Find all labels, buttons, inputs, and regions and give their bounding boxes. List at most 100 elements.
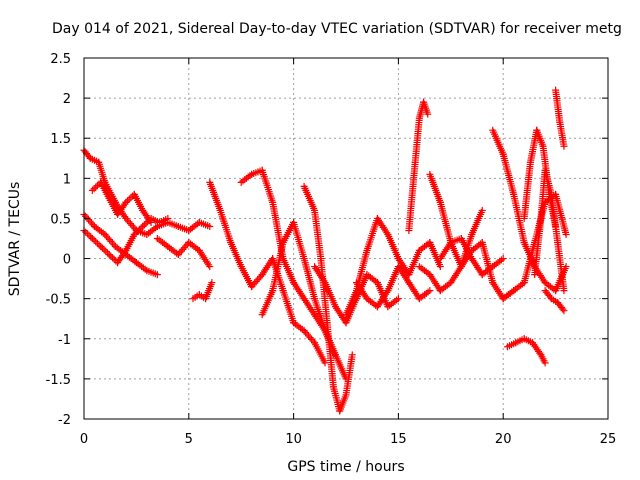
data-point (348, 351, 356, 359)
data-point (95, 241, 103, 249)
data-point (98, 244, 106, 252)
data-point (102, 232, 110, 240)
series-trace-10 (300, 182, 356, 415)
y-tick-label: -0.5 (46, 293, 71, 308)
series-trace-13 (352, 263, 434, 311)
data-point (107, 252, 115, 260)
data-point (110, 241, 118, 249)
data-point (174, 251, 182, 259)
x-tick-label: 0 (80, 432, 88, 447)
data-point (560, 307, 568, 315)
series-trace-6 (189, 279, 216, 303)
data-point (107, 237, 115, 245)
data-point (83, 214, 91, 222)
data-point (560, 287, 568, 295)
data-point (84, 216, 92, 224)
data-point (92, 183, 100, 191)
chart-title: Day 014 of 2021, Sidereal Day-to-day VTE… (52, 21, 622, 37)
data-point (83, 230, 91, 238)
data-point (306, 334, 314, 342)
data-point (179, 245, 187, 253)
data-point (122, 198, 130, 206)
data-point (164, 214, 172, 222)
data-point (308, 335, 316, 343)
data-point (132, 229, 140, 237)
series-trace-20 (503, 335, 549, 367)
data-point (135, 226, 143, 234)
axis-ticks: 0 5 10 15 20 25 -2 -1.5 -1 -0.5 0 0.5 1 1.5 2 2.5 (46, 52, 617, 447)
data-point (176, 249, 184, 257)
series-trace-4 (88, 178, 155, 226)
data-point (249, 281, 257, 289)
data-point (139, 222, 147, 230)
data-point (394, 295, 402, 303)
data-point (560, 142, 568, 150)
data-point (104, 234, 112, 242)
x-tick-label: 15 (390, 432, 407, 447)
data-point (86, 217, 94, 225)
data-point (122, 214, 130, 222)
data-point (127, 194, 135, 202)
data-point (121, 248, 129, 256)
data-point (536, 349, 544, 357)
data-point (177, 247, 185, 255)
data-point (85, 231, 93, 239)
data-points (80, 86, 570, 415)
data-point (426, 287, 434, 295)
x-tick-label: 25 (600, 432, 617, 447)
data-point (102, 247, 110, 255)
y-tick-label: 1 (63, 172, 71, 187)
series-trace-12 (342, 214, 444, 319)
data-point (206, 222, 214, 230)
data-point (257, 272, 265, 280)
data-point (90, 185, 98, 193)
data-point (206, 263, 214, 271)
y-tick-label: 0.5 (50, 212, 71, 227)
data-point (436, 263, 444, 271)
series-trace-23 (541, 287, 568, 315)
y-tick-label: -1 (58, 333, 71, 348)
y-tick-label: -1.5 (46, 373, 71, 388)
data-point (153, 271, 161, 279)
data-point (103, 249, 111, 257)
data-point (90, 236, 98, 244)
series-trace-2 (80, 210, 161, 279)
data-point (137, 224, 145, 232)
data-point (321, 359, 329, 367)
series-trace-5 (153, 235, 214, 271)
y-tick-label: 1.5 (50, 132, 71, 147)
series-trace-9 (258, 218, 340, 359)
series-trace-24 (552, 86, 568, 150)
data-point (499, 255, 507, 263)
data-point (182, 242, 190, 250)
data-point (146, 217, 154, 225)
x-tick-label: 10 (285, 432, 302, 447)
data-point (424, 110, 432, 118)
data-point (101, 230, 109, 238)
y-tick-label: 0 (63, 253, 71, 268)
data-point (254, 276, 262, 284)
data-point (92, 238, 100, 246)
data-point (208, 279, 216, 287)
data-point (100, 246, 108, 254)
series-trace-14 (405, 98, 432, 234)
series-trace-22 (531, 166, 568, 295)
data-point (309, 337, 317, 345)
data-point (125, 218, 133, 226)
data-point (129, 223, 137, 231)
data-point (97, 243, 105, 251)
data-point (134, 227, 142, 235)
x-axis-label: GPS time / hours (287, 459, 404, 475)
data-point (305, 332, 313, 340)
data-point (559, 305, 567, 313)
data-point (125, 195, 133, 203)
data-point (332, 351, 340, 359)
data-point (252, 277, 260, 285)
data-point (251, 279, 259, 287)
data-point (300, 327, 308, 335)
data-point (82, 228, 90, 236)
data-point (140, 221, 148, 229)
data-point (126, 220, 134, 228)
data-point (109, 254, 117, 262)
